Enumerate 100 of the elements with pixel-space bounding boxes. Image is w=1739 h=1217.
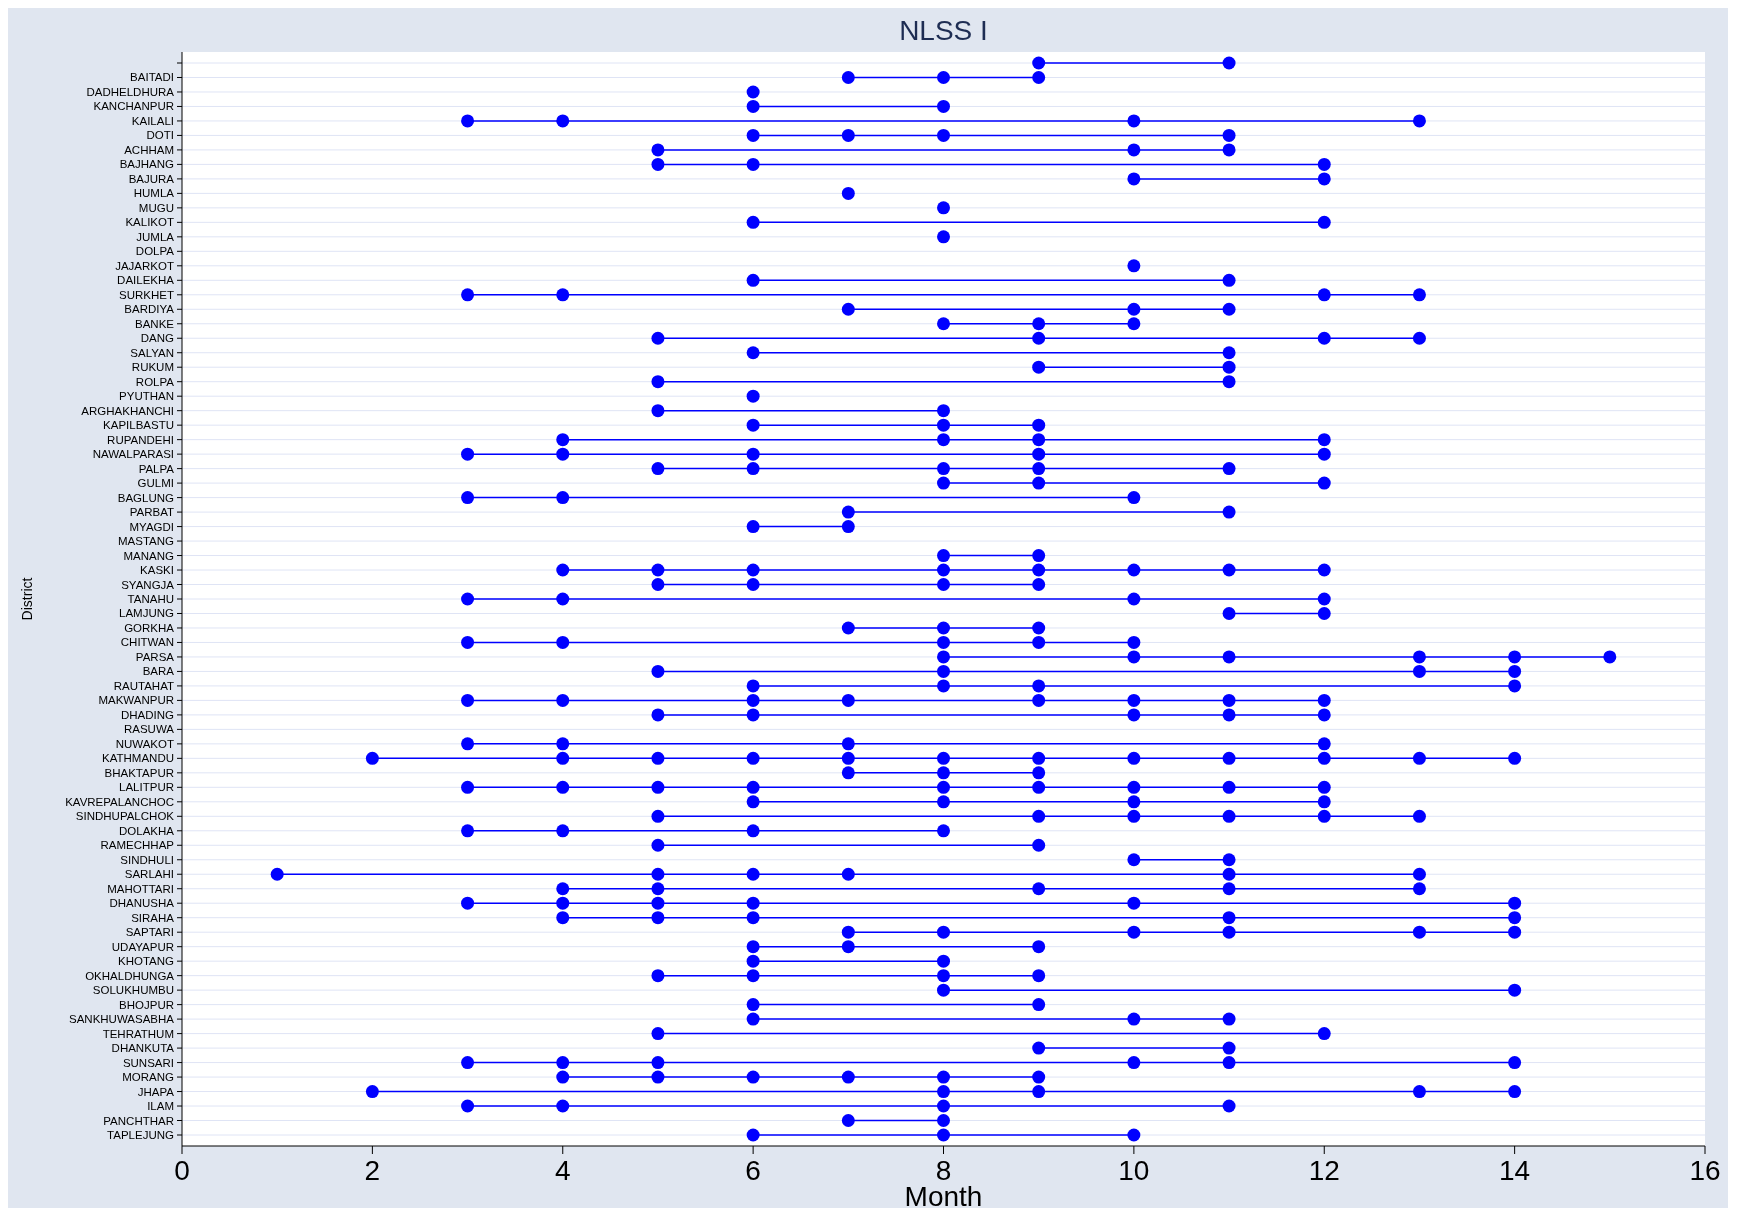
y-tick-label: JUMLA (136, 230, 175, 243)
point (1508, 925, 1522, 939)
point (1412, 751, 1426, 765)
y-tick-label: BHAKTAPUR (104, 766, 174, 779)
y-tick-label: RAMECHHAP (100, 839, 175, 852)
y-tick-label: RUKUM (131, 361, 174, 374)
point (1412, 925, 1426, 939)
point (1032, 621, 1046, 635)
y-tick-label: NAWALPARASI (92, 448, 174, 461)
point (1222, 1056, 1236, 1070)
point (1222, 128, 1236, 142)
point (1032, 882, 1046, 896)
y-tick-label: MORANG (122, 1071, 175, 1084)
y-tick-label: OKHALDHUNGA (85, 969, 175, 982)
point (746, 896, 760, 910)
y-tick-label: KALIKOT (125, 216, 174, 229)
point (1412, 650, 1426, 664)
y-tick-label: JHAPA (137, 1085, 175, 1098)
y-tick-label: RUPANDEHI (107, 433, 174, 446)
point (1032, 462, 1046, 476)
point (1317, 737, 1331, 751)
y-tick-label: TAPLEJUNG (107, 1129, 175, 1141)
point (937, 969, 950, 983)
y-tick-label: CHITWAN (120, 636, 174, 649)
y-tick-label: DHANKUTA (111, 1042, 175, 1055)
point (1317, 780, 1331, 794)
point (1222, 708, 1236, 722)
point (1032, 635, 1046, 649)
y-tick-label: BHOJPUR (119, 998, 174, 1011)
point (1222, 911, 1236, 925)
point (841, 737, 855, 751)
point (1222, 867, 1236, 881)
point (1032, 1070, 1046, 1084)
y-tick-label: DOLAKHA (119, 824, 175, 837)
y-tick-label: ACHHAM (124, 143, 174, 156)
y-tick-label: BAGLUNG (117, 491, 175, 504)
y-tick-label: MAHOTTARI (107, 882, 174, 895)
y-tick-label: KAPILBASTU (103, 419, 174, 432)
point (1032, 780, 1046, 794)
point (1127, 563, 1141, 577)
point (841, 1070, 855, 1084)
point (1032, 751, 1046, 765)
y-tick-label: SIRAHA (131, 911, 175, 924)
y-tick-label: KATHMANDU (102, 752, 174, 765)
y-tick-label: SURKHET (119, 288, 174, 301)
y-tick-label: BAJURA (128, 172, 175, 185)
point (651, 896, 665, 910)
point (1127, 491, 1141, 505)
y-tick-label: KAVREPALANCHOC (65, 795, 174, 808)
point (937, 1099, 950, 1113)
point (1317, 288, 1331, 302)
point (1032, 578, 1046, 592)
y-tick-label: LALITPUR (119, 781, 174, 794)
point (1317, 447, 1331, 461)
y-tick-label: SYANGJA (121, 578, 175, 591)
point (1317, 751, 1331, 765)
point (1032, 766, 1046, 780)
y-tick-label: MUGU (138, 201, 174, 214)
point (1222, 302, 1236, 316)
point (1508, 650, 1522, 664)
point (746, 693, 760, 707)
y-tick-label: BARA (142, 665, 175, 678)
y-tick-label: MYAGDI (129, 520, 174, 533)
y-tick-label: PARBAT (129, 506, 174, 519)
point (1317, 331, 1331, 345)
point (1412, 882, 1426, 896)
y-tick-label: RAUTAHAT (113, 679, 174, 692)
point (937, 462, 950, 476)
y-tick-label: DOTI (146, 129, 174, 142)
y-tick-label: NUWAKOT (115, 737, 174, 750)
point (1508, 896, 1522, 910)
point (1032, 447, 1046, 461)
chart-title: NLSS I (899, 15, 988, 46)
point (1127, 780, 1141, 794)
point (1317, 592, 1331, 606)
y-tick-label: HUMLA (133, 187, 175, 200)
y-tick-label: SAPTARI (125, 926, 174, 939)
point (1508, 1056, 1522, 1070)
y-tick-label: DAILEKHA (117, 274, 175, 287)
y-tick-label: MANANG (123, 549, 175, 562)
y-tick-label: ARGHAKHANCHI (81, 404, 174, 417)
point (1032, 70, 1046, 84)
point (1127, 592, 1141, 606)
point (1127, 925, 1141, 939)
y-tick-label: ILAM (147, 1100, 174, 1113)
y-tick-label: TEHRATHUM (102, 1027, 174, 1040)
y-tick-label: KHOTANG (117, 955, 175, 968)
point (1317, 157, 1331, 171)
y-tick-label: DADHELDHURA (86, 85, 175, 98)
point (1412, 809, 1426, 823)
y-tick-label: LAMJUNG (119, 607, 175, 620)
point (1032, 433, 1046, 447)
point (1127, 693, 1141, 707)
point (1222, 650, 1236, 664)
point (1317, 476, 1331, 490)
point (1412, 664, 1426, 678)
x-tick-label: 10 (1118, 1155, 1150, 1186)
point (746, 824, 760, 838)
y-tick-label: PALPA (138, 462, 175, 475)
point (1222, 693, 1236, 707)
